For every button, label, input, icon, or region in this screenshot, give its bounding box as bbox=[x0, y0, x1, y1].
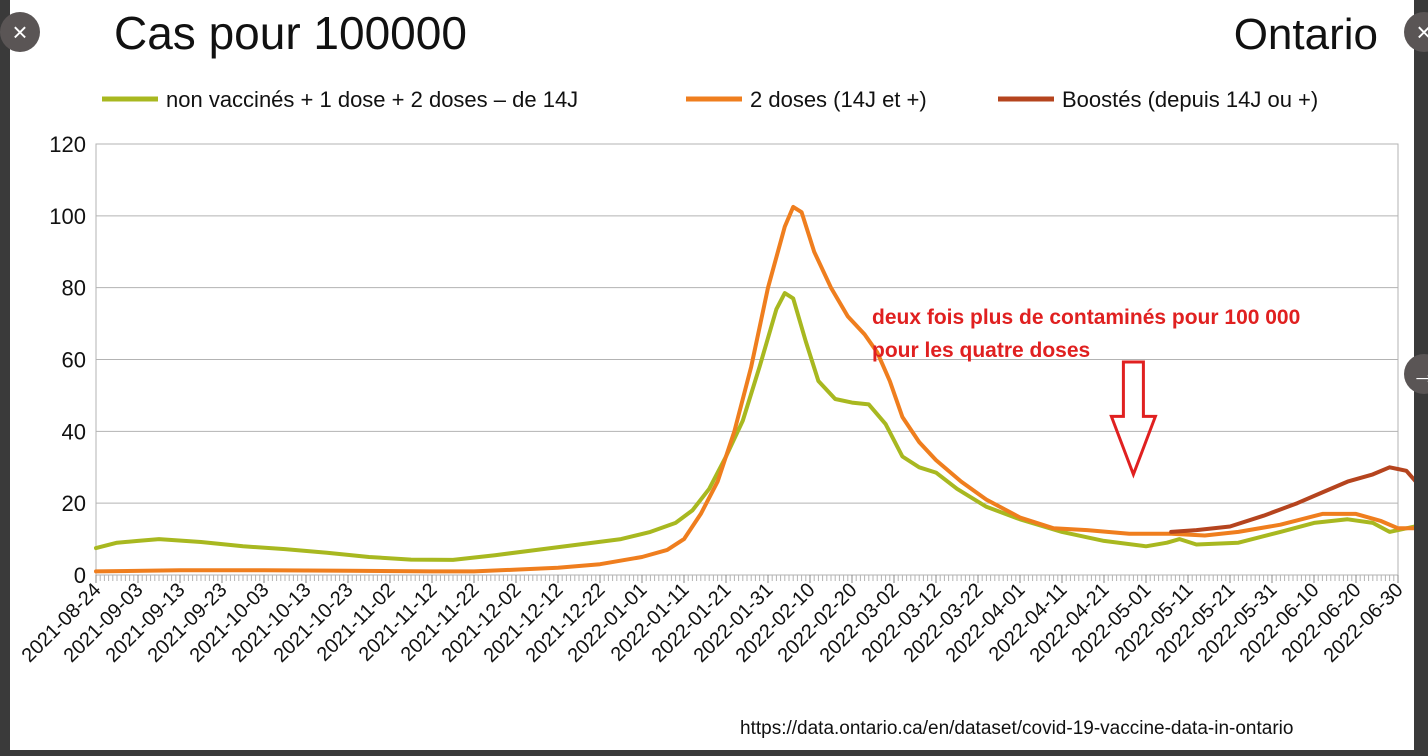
next-arrow-icon[interactable]: → bbox=[1404, 354, 1428, 394]
annotation-text-line1: deux fois plus de contaminés pour 100 00… bbox=[872, 306, 1300, 329]
annotation-arrow bbox=[1109, 360, 1158, 479]
series-line-2 bbox=[94, 204, 1414, 574]
close-icon[interactable]: × bbox=[0, 12, 40, 52]
y-tick-label: 100 bbox=[49, 204, 86, 229]
y-tick-label: 120 bbox=[49, 132, 86, 157]
line-chart: 0204060801001202021-08-242021-09-032021-… bbox=[18, 87, 1414, 667]
y-tick-label: 80 bbox=[62, 276, 86, 301]
y-tick-label: 20 bbox=[62, 491, 86, 516]
y-tick-label: 0 bbox=[74, 563, 86, 588]
chart-title: Cas pour 100000 bbox=[114, 7, 467, 59]
legend-label-2: 2 doses (14J et +) bbox=[750, 87, 927, 112]
annotation-text-line2: pour les quatre doses bbox=[872, 339, 1090, 362]
legend-label-1: non vaccinés + 1 dose + 2 doses – de 14J bbox=[166, 87, 578, 112]
legend-label-3: Boostés (depuis 14J ou +) bbox=[1062, 87, 1318, 112]
chart-image-frame: Cas pour 100000 Ontario https://data.ont… bbox=[10, 0, 1414, 750]
y-tick-label: 60 bbox=[62, 348, 86, 373]
series-line-1 bbox=[94, 291, 1414, 562]
region-label: Ontario bbox=[1233, 10, 1378, 59]
source-url: https://data.ontario.ca/en/dataset/covid… bbox=[740, 718, 1294, 739]
y-tick-label: 40 bbox=[62, 419, 86, 444]
series-line-3 bbox=[1169, 465, 1414, 534]
